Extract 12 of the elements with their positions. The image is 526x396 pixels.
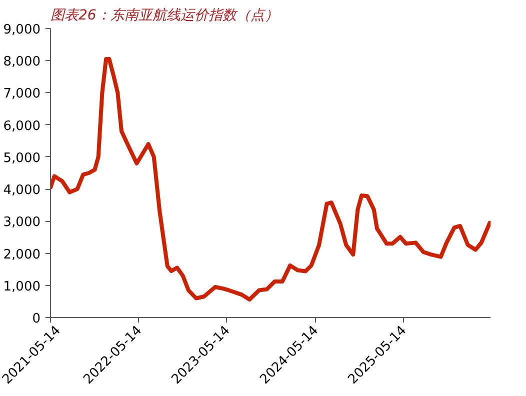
y-tick-label: 5,000 — [3, 150, 40, 166]
y-tick-label: 4,000 — [3, 183, 40, 198]
chart-title: 图表26：东南亚航线运价指数（点） — [50, 8, 278, 24]
y-tick-label: 1,000 — [3, 279, 40, 294]
y-tick-label: 2,000 — [3, 247, 40, 262]
y-tick-label: 7,000 — [3, 86, 40, 102]
y-tick-label: 6,000 — [3, 118, 40, 134]
line-series — [50, 57, 490, 302]
y-tick-label: 9,000 — [3, 22, 40, 38]
y-tick-label: 0 — [32, 312, 41, 326]
y-tick-label: 8,000 — [3, 54, 40, 70]
y-tick-label: 3,000 — [3, 215, 40, 230]
